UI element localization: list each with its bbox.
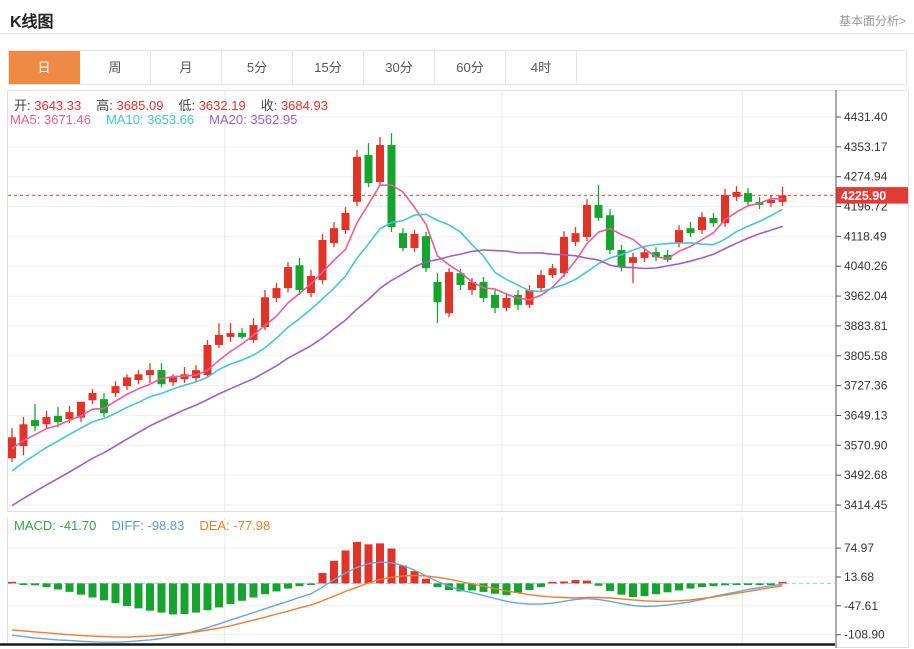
ohlc-pair-1: 高: 3685.09 <box>96 98 164 113</box>
ma-pair-0: MA5: 3671.46 <box>10 112 91 127</box>
ma-readout: MA5: 3671.46 MA10: 3653.66 MA20: 3562.95 <box>10 112 312 127</box>
macd-pair-0: MACD: -41.70 <box>14 518 97 533</box>
tab-period-7[interactable]: 4时 <box>506 51 577 84</box>
tab-period-0[interactable]: 日 <box>9 51 80 84</box>
ohlc-readout: 开: 3643.33 高: 3685.09 低: 3632.19 收: 3684.93 <box>14 95 343 114</box>
main-panel: 4431.404353.174274.944196.724118.494040.… <box>7 90 909 647</box>
price-axis-label-9: 3727.36 <box>844 379 888 393</box>
header-divider <box>0 33 914 34</box>
ma20-line <box>11 225 783 507</box>
tab-period-5[interactable]: 30分 <box>364 51 435 84</box>
current-price-badge: 4225.90 <box>836 187 908 204</box>
kline-chart[interactable]: 4431.404353.174274.944196.724118.494040.… <box>0 90 914 649</box>
ma10-line <box>11 208 783 472</box>
price-axis-label-5: 4040.26 <box>844 259 888 273</box>
tab-period-1[interactable]: 周 <box>80 51 151 84</box>
ma5-line <box>11 184 783 450</box>
candlesticks <box>8 133 787 463</box>
macd-histogram <box>8 541 787 615</box>
diff-line <box>11 561 783 643</box>
price-axis-label-8: 3805.58 <box>844 349 888 363</box>
chart-region: 4431.40 4353.17 4274.94 4196.72 4118.49 4040.… <box>0 90 914 649</box>
macd-axis-label-1: 13.68 <box>844 570 874 584</box>
page-title: K线图 <box>10 14 54 31</box>
price-axis-label-1: 4353.17 <box>844 140 888 154</box>
price-axis-label-12: 3492.68 <box>844 468 888 482</box>
dea-line <box>11 574 783 638</box>
tab-period-3[interactable]: 5分 <box>222 51 293 84</box>
macd-axis-label-0: 74.97 <box>844 541 874 555</box>
tab-period-6[interactable]: 60分 <box>435 51 506 84</box>
price-axis-label-13: 3414.45 <box>844 498 888 512</box>
ma-pair-1: MA10: 3653.66 <box>105 112 195 127</box>
period-tabbar: 日周月 5分 15分 30分 60分 4时 <box>8 50 907 85</box>
macd-pair-1: DIFF: -98.83 <box>111 518 185 533</box>
fundamental-analysis-link[interactable]: 基本面分析> <box>838 14 906 28</box>
ohlc-pair-0: 开: 3643.33 <box>14 98 82 113</box>
price-axis-label-0: 4431.40 <box>844 110 888 124</box>
macd-pair-2: DEA: -77.98 <box>199 518 271 533</box>
macd-panel: 74.97 13.68 -47.61 -108.90 <box>0 517 909 648</box>
ohlc-pair-2: 低: 3632.19 <box>178 98 246 113</box>
current-price-value: 4225.90 <box>841 189 886 203</box>
price-axis-label-10: 3649.13 <box>844 408 888 422</box>
macd-axis-label-2: -47.61 <box>844 599 878 613</box>
price-axis-label-6: 3962.04 <box>844 289 888 303</box>
ohlc-pair-3: 收: 3684.93 <box>260 98 328 113</box>
ma-pair-2: MA20: 3562.95 <box>209 112 298 127</box>
macd-readout: MACD: -41.70 DIFF: -98.83 DEA: -77.98 <box>14 518 285 533</box>
macd-axis-label-3: -108.90 <box>844 628 885 642</box>
tab-period-2[interactable]: 月 <box>151 51 222 84</box>
tab-period-4[interactable]: 15分 <box>293 51 364 84</box>
price-axis-label-7: 3883.81 <box>844 319 888 333</box>
price-axis-label-2: 4274.94 <box>844 170 888 184</box>
price-axis-label-4: 4118.49 <box>844 229 887 243</box>
price-axis-label-11: 3570.90 <box>844 438 888 452</box>
widget-header: K线图 基本面分析> <box>0 0 914 33</box>
